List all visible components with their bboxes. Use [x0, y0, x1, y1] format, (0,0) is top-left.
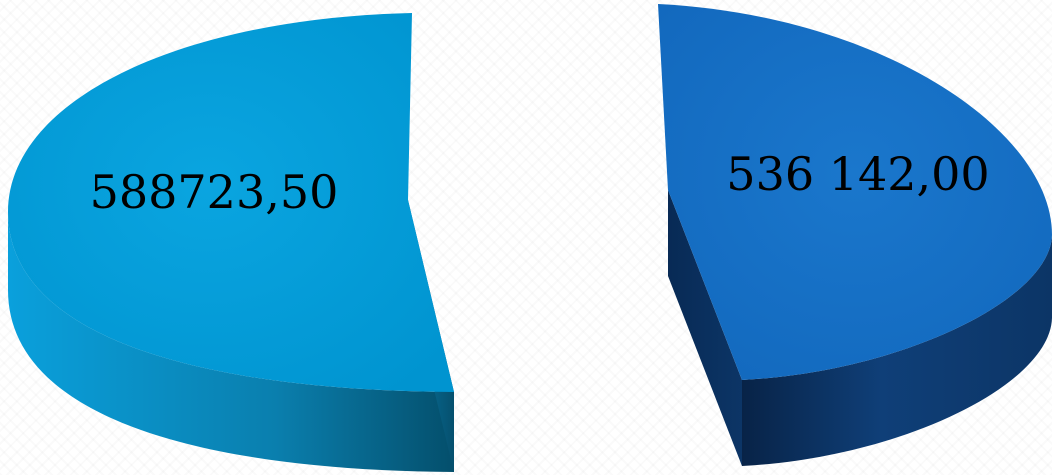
pie-slice-2-label: 536 142,00	[726, 147, 989, 201]
pie-slice-1	[8, 13, 454, 472]
pie-slice-1-label: 588723,50	[90, 165, 339, 219]
pie-slice-2-side	[742, 235, 1052, 466]
pie-slice-2	[658, 4, 1052, 466]
pie-slice-1-side	[8, 212, 454, 472]
pie-slice-2-top	[658, 4, 1052, 380]
pie-slice-2-cut-face	[668, 190, 742, 466]
pie-slice-1-top	[8, 13, 454, 392]
